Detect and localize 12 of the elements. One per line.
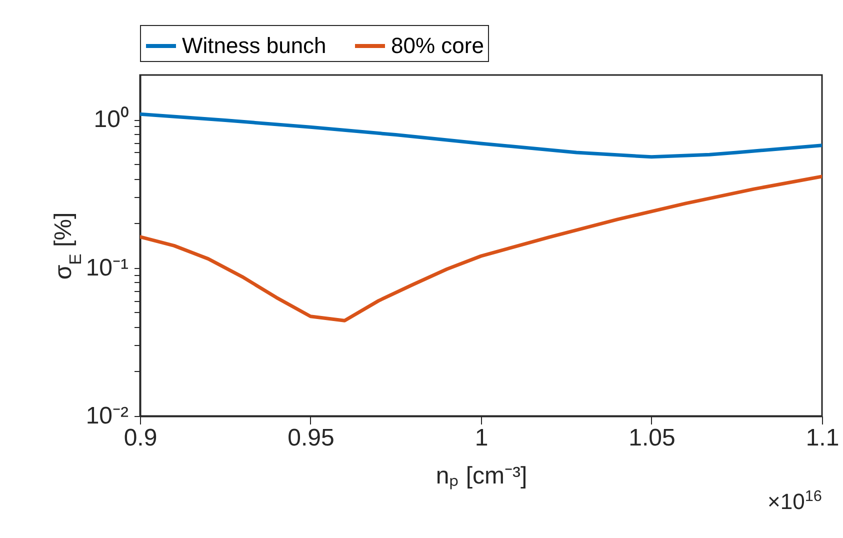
line-series [140, 174, 822, 322]
x-tick-label: 1.05 [628, 424, 676, 452]
text: ×10$^{16}$ [768, 488, 822, 514]
y-tick-label: 10⁰ [94, 106, 128, 134]
x-tick-label: 0.95 [288, 424, 334, 452]
x-axis-title: nₚ [cm⁻³] [436, 462, 528, 490]
legend-label: Witness bunch [182, 33, 326, 58]
line-series [140, 112, 822, 159]
x-tick-label: 1.1 [806, 424, 840, 452]
y-tick-label: 10⁻¹ [86, 254, 129, 282]
x-tick-label: 1 [474, 424, 488, 452]
legend-label: 80% core [391, 33, 484, 58]
